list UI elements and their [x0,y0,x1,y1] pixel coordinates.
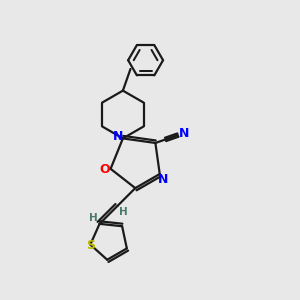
Text: N: N [179,127,190,140]
Text: H: H [119,207,128,217]
Text: N: N [113,130,124,142]
Text: S: S [86,239,95,252]
Text: H: H [89,213,98,223]
Text: N: N [158,173,169,187]
Text: O: O [99,163,110,176]
